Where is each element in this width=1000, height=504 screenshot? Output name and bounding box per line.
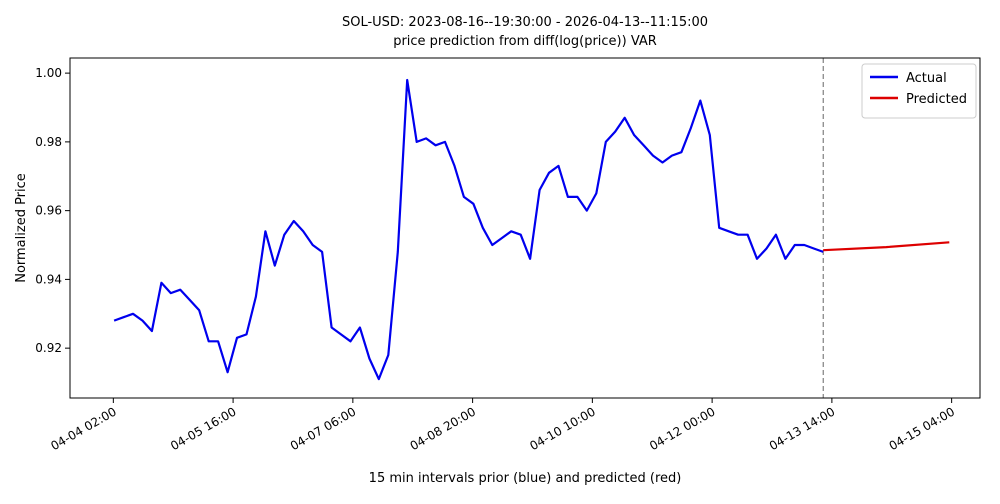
y-tick-label: 0.96 — [35, 204, 62, 218]
legend-label: Predicted — [906, 92, 967, 107]
x-axis-label: 15 min intervals prior (blue) and predic… — [369, 471, 682, 486]
y-tick-label: 0.92 — [35, 341, 62, 355]
y-tick-label: 1.00 — [35, 66, 62, 80]
series-line — [823, 241, 950, 252]
chart-title: SOL-USD: 2023-08-16--19:30:00 - 2026-04-… — [342, 15, 708, 30]
plot-frame — [69, 57, 981, 399]
chart-subtitle: price prediction from diff(log(price)) V… — [393, 34, 657, 49]
series-line — [113, 78, 824, 381]
y-tick-label: 0.98 — [35, 135, 62, 149]
y-axis-label: Normalized Price — [14, 173, 29, 283]
legend-label: Actual — [906, 71, 947, 86]
y-tick-label: 0.94 — [35, 272, 62, 286]
